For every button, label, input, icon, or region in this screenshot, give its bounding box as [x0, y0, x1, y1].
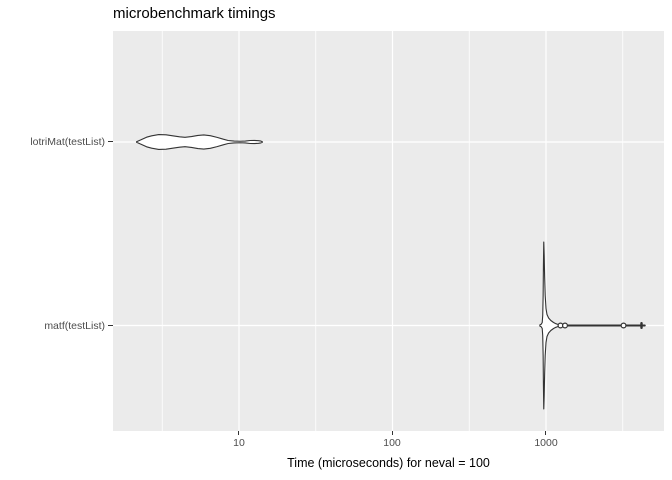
x-tick-label-100: 100 [383, 437, 401, 449]
violin-shape [135, 134, 263, 150]
plot-panel [113, 31, 664, 431]
y-tick-label-lotrimat: lotriMat(testList) [30, 136, 105, 148]
y-tick-mark-matf [108, 325, 113, 326]
violin-end-cap [640, 322, 643, 329]
x-tick-label-10: 10 [233, 437, 245, 449]
x-tick-mark-1000 [545, 431, 546, 435]
x-axis-title: Time (microseconds) for neval = 100 [287, 456, 490, 470]
x-tick-mark-100 [392, 431, 393, 435]
y-tick-mark-lotrimat [108, 141, 113, 142]
violin-chart [113, 31, 664, 431]
outlier-point [620, 322, 627, 329]
outlier-point [562, 322, 569, 329]
panel-background [113, 31, 664, 431]
x-tick-label-1000: 1000 [534, 437, 558, 449]
y-tick-label-matf: matf(testList) [44, 320, 105, 332]
x-tick-mark-10 [238, 431, 239, 435]
plot-title: microbenchmark timings [113, 5, 276, 22]
